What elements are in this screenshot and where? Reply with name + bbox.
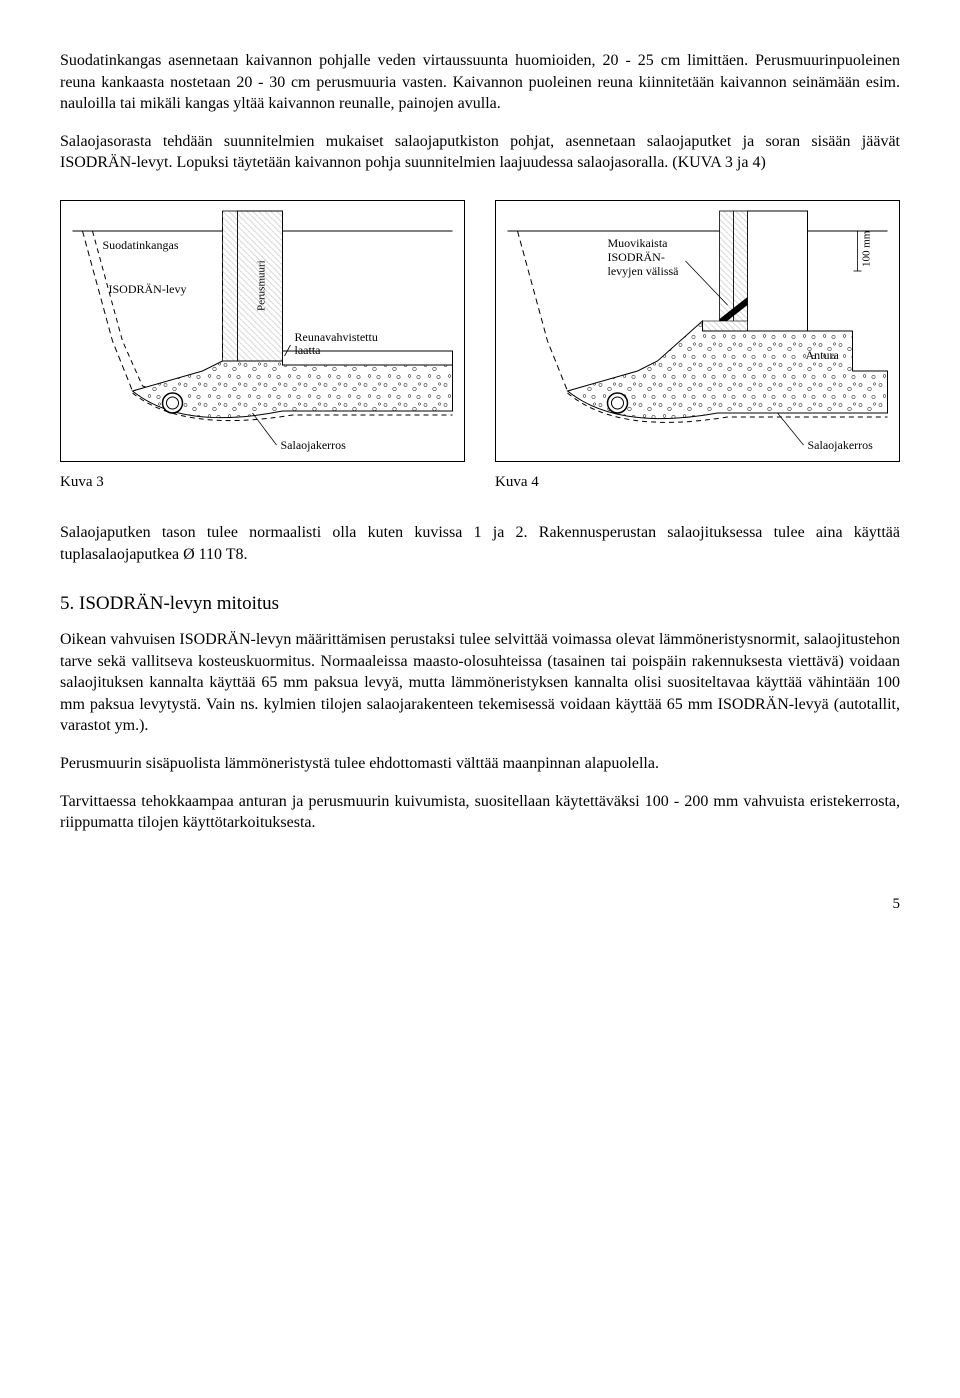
label-reunav: Reunavahvistettu [295,330,378,344]
figure-3-caption: Kuva 3 [60,472,465,492]
paragraph-6: Tarvittaessa tehokkaampaa anturan ja per… [60,791,900,834]
figure-4-caption: Kuva 4 [495,472,900,492]
figure-3-svg: Suodatinkangas ISODRÄN-levy Perusmuuri R… [61,201,464,461]
paragraph-3: Salaojaputken tason tulee normaalisti ol… [60,522,900,565]
label-antura: Antura [806,348,840,362]
label-suodatinkangas: Suodatinkangas [103,238,179,252]
label-perusmuuri: Perusmuuri [256,260,268,311]
paragraph-1: Suodatinkangas asennetaan kaivannon pohj… [60,50,900,115]
figure-4: 100 mm Muovikaista ISODRÄN- levyjen väli… [495,200,900,462]
label-muovikaista: Muovikaista [608,236,669,250]
label-laatta: laatta [295,343,322,357]
figure-4-svg: 100 mm Muovikaista ISODRÄN- levyjen väli… [496,201,899,461]
label-100mm: 100 mm [861,230,873,267]
label-salaoja-4: Salaojakerros [808,438,874,452]
label-isodran: ISODRÄN- [608,250,665,264]
paragraph-5: Perusmuurin sisäpuolista lämmöneristystä… [60,753,900,775]
section-5-heading: 5. ISODRÄN-levyn mitoitus [60,591,900,617]
caption-row: Kuva 3 Kuva 4 [60,472,900,492]
figure-3: Suodatinkangas ISODRÄN-levy Perusmuuri R… [60,200,465,462]
paragraph-2: Salaojasorasta tehdään suunnitelmien muk… [60,131,900,174]
label-salaoja-3: Salaojakerros [281,438,347,452]
label-isodran-levy: ISODRÄN-levy [109,282,187,296]
paragraph-4: Oikean vahvuisen ISODRÄN-levyn määrittäm… [60,629,900,737]
label-levyjen: levyjen välissä [608,264,680,278]
figures-row: Suodatinkangas ISODRÄN-levy Perusmuuri R… [60,200,900,462]
page-number: 5 [60,894,900,914]
